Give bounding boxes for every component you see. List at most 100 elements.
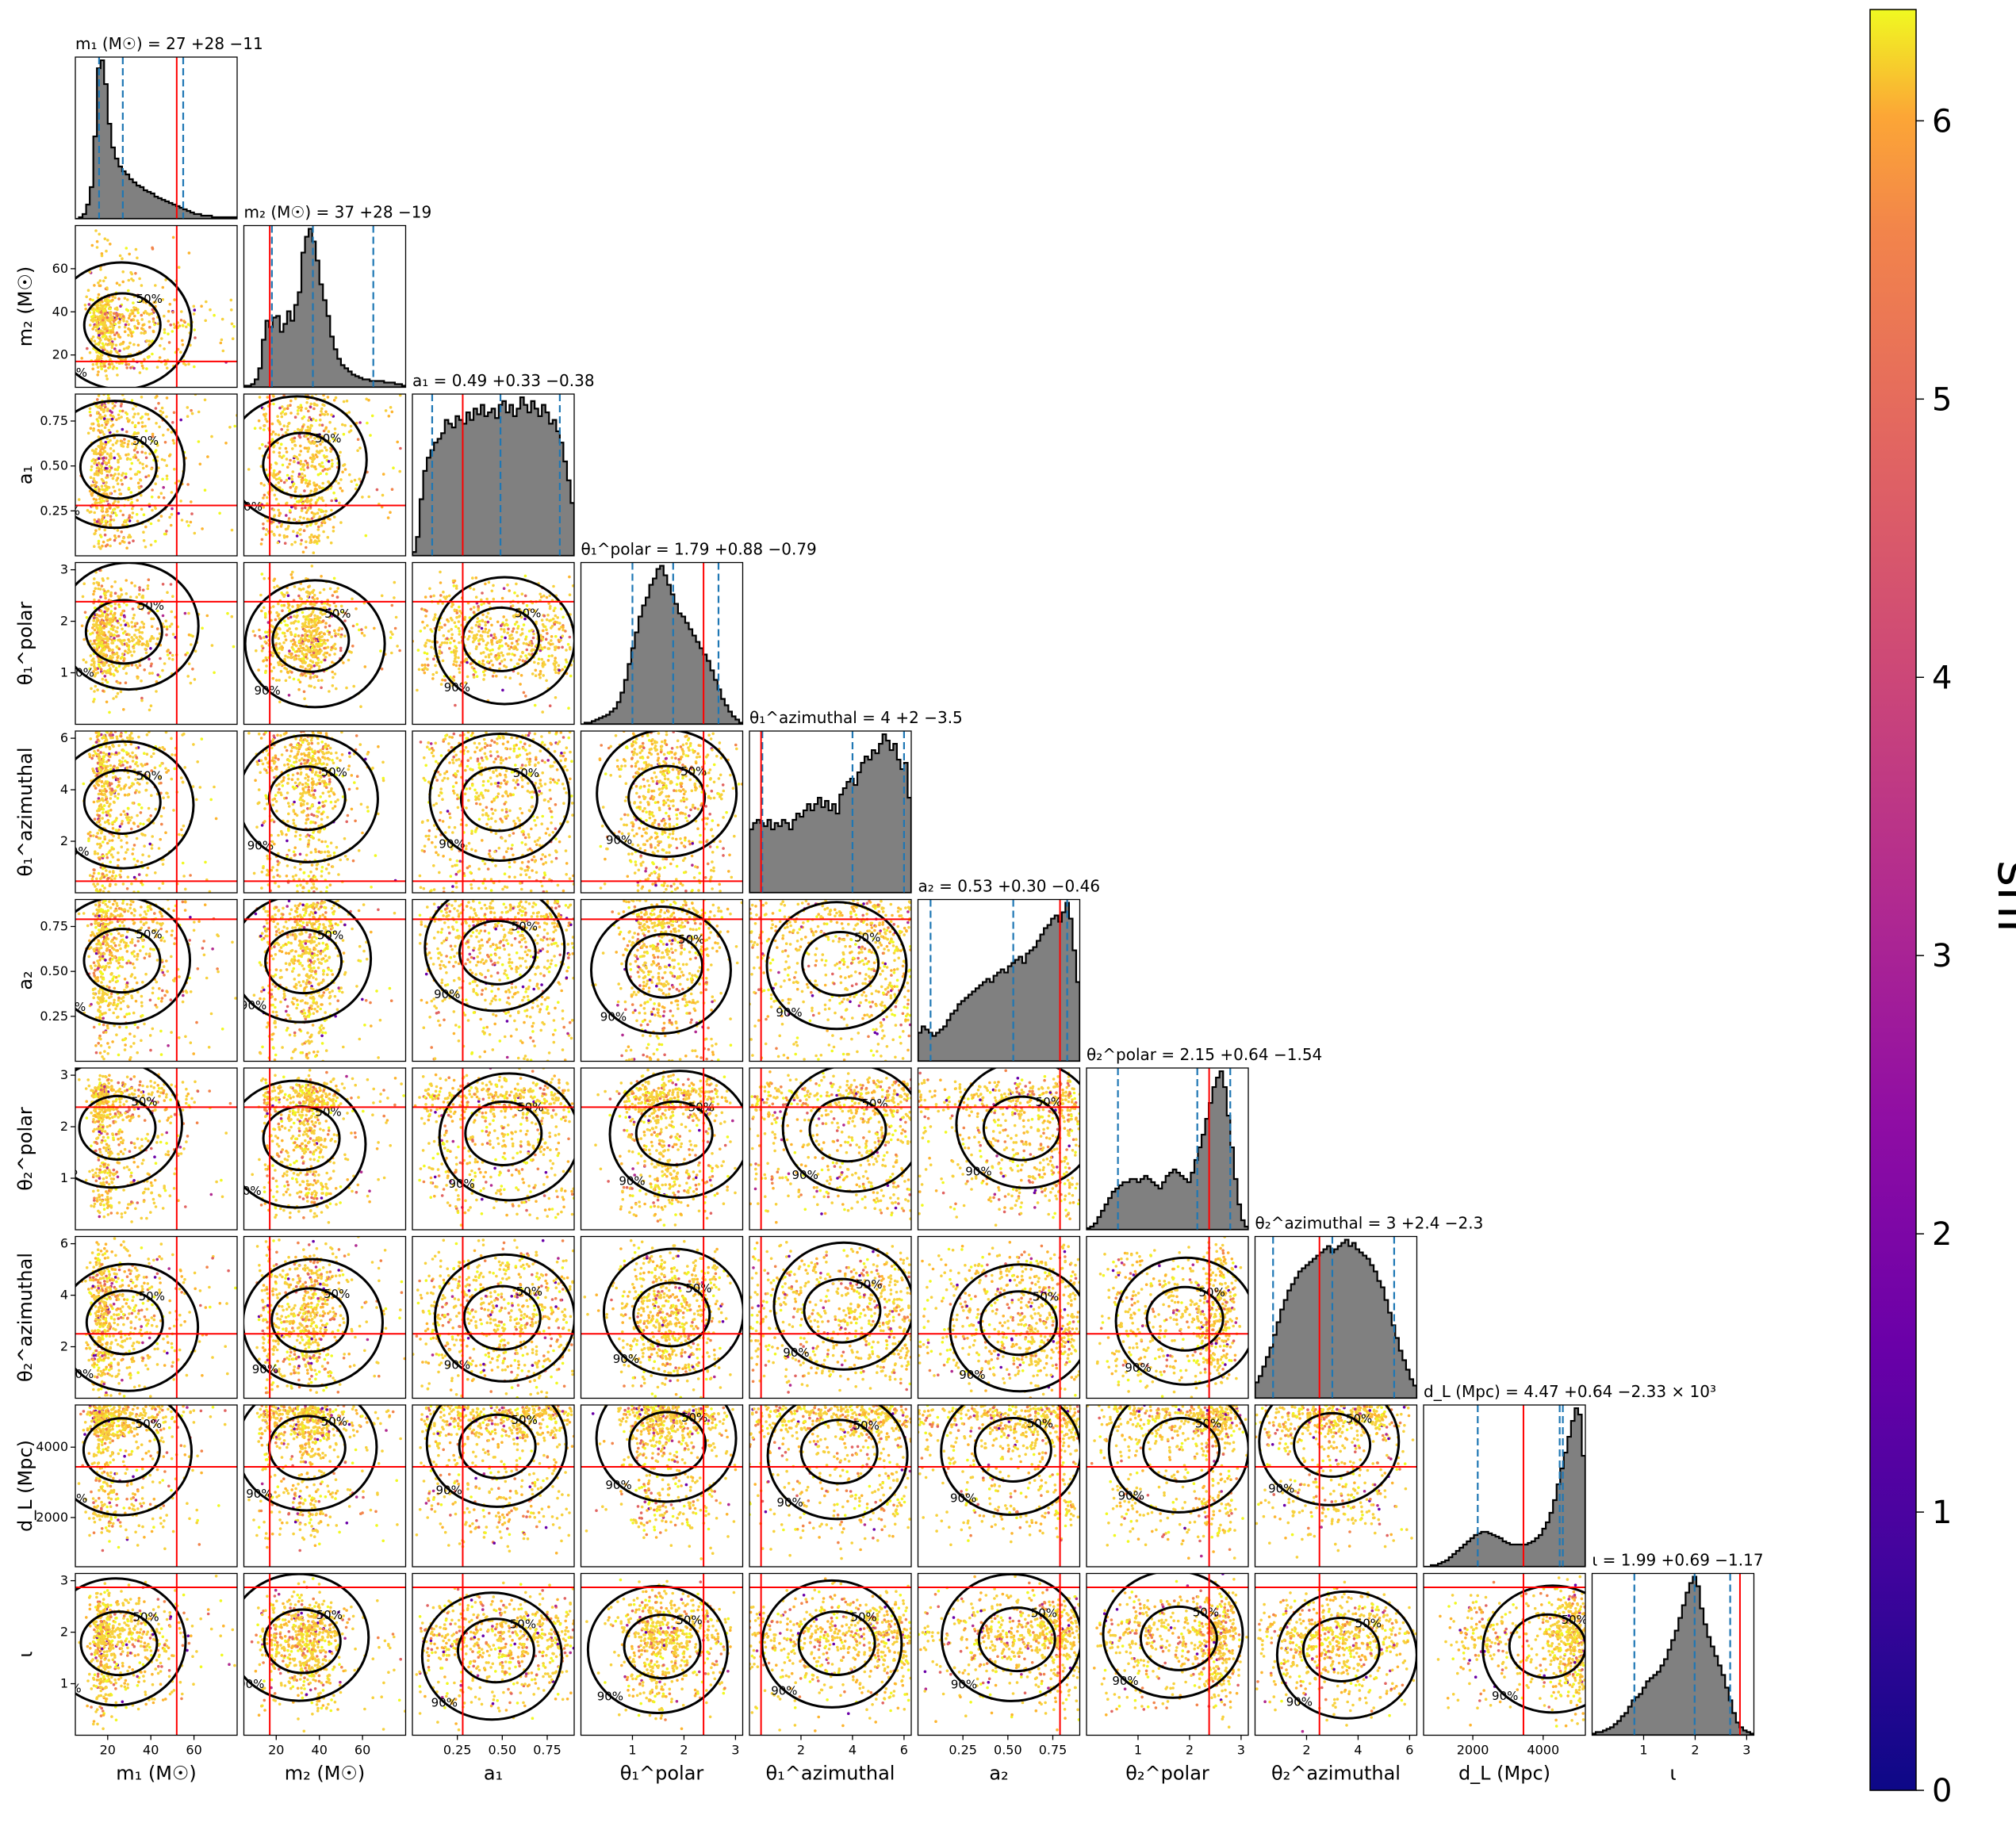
sample-point [257, 668, 260, 672]
sample-point [105, 700, 109, 704]
sample-point [508, 589, 511, 592]
sample-point [110, 638, 113, 641]
sample-point [299, 404, 303, 407]
sample-point [309, 538, 312, 542]
sample-point [102, 456, 105, 460]
panel-content: 50%90% [75, 731, 237, 893]
sample-point [179, 350, 182, 354]
sample-point [220, 317, 224, 321]
sample-point [128, 341, 132, 345]
sample-point [537, 657, 541, 660]
sample-point [277, 508, 281, 512]
sample-point [165, 477, 169, 480]
sample-point [99, 311, 103, 314]
sample-point [170, 777, 174, 781]
sample-point [273, 493, 277, 497]
sample-point [132, 539, 135, 542]
sample-point [263, 613, 267, 617]
sample-point [156, 673, 159, 676]
sample-point [103, 533, 107, 537]
sample-point [140, 445, 144, 448]
sample-point [105, 680, 109, 684]
sample-point [489, 617, 493, 620]
sample-point [132, 616, 135, 620]
sample-point [106, 394, 110, 397]
sample-point [98, 341, 102, 344]
sample-point [541, 710, 544, 714]
sample-point [302, 468, 306, 472]
sample-point [112, 449, 116, 453]
sample-point [95, 767, 98, 771]
sample-point [522, 623, 526, 626]
sample-point [117, 458, 120, 462]
sample-point [538, 592, 542, 596]
sample-point [320, 508, 324, 512]
sample-point [327, 460, 331, 463]
sample-point [115, 630, 119, 634]
sample-point [489, 653, 493, 656]
sample-point [105, 377, 109, 381]
sample-point [117, 453, 120, 456]
sample-point [105, 764, 109, 768]
sample-point [159, 764, 162, 768]
sample-point [167, 332, 170, 336]
sample-point [164, 767, 167, 771]
sample-point [101, 313, 104, 317]
sample-point [326, 396, 330, 399]
sample-point [564, 658, 568, 661]
sample-point [134, 863, 137, 867]
sample-point [132, 279, 135, 282]
sample-point [101, 331, 104, 335]
contour-label-50: 50% [515, 606, 541, 620]
sample-point [86, 832, 90, 836]
sample-point [100, 423, 104, 427]
sample-point [127, 648, 131, 651]
sample-point [367, 398, 370, 402]
sample-point [103, 414, 107, 418]
sample-point [102, 637, 106, 641]
sample-point [115, 766, 118, 770]
sample-point [446, 637, 449, 641]
sample-point [117, 461, 120, 464]
histogram-m1 [75, 59, 237, 219]
sample-point [311, 660, 315, 664]
sample-point [105, 615, 109, 618]
sample-point [109, 544, 112, 548]
sample-point [97, 370, 100, 373]
panel-frame [243, 393, 407, 557]
sample-point [167, 341, 171, 344]
sample-point [320, 613, 324, 616]
sample-point [320, 679, 324, 682]
sample-point [122, 536, 125, 540]
sample-point [137, 592, 141, 596]
sample-point [550, 625, 554, 628]
sample-point [271, 866, 274, 869]
sample-point [132, 875, 136, 879]
sample-point [306, 463, 309, 467]
sample-point [101, 817, 104, 820]
sample-point [127, 278, 131, 282]
sample-point [98, 334, 101, 337]
sample-point [113, 534, 117, 538]
sample-point [111, 649, 114, 652]
sample-point [98, 445, 102, 448]
sample-point [99, 535, 103, 538]
sample-point [82, 637, 86, 641]
sample-point [285, 668, 289, 671]
sample-point [140, 331, 143, 335]
sample-point [194, 649, 197, 653]
sample-point [91, 768, 94, 771]
sample-point [91, 875, 94, 879]
sample-point [95, 821, 99, 824]
sample-point [92, 882, 95, 886]
sample-point [127, 323, 130, 327]
sample-point [304, 481, 308, 484]
sample-point [301, 473, 304, 476]
sample-point [109, 518, 113, 522]
sample-point [361, 831, 364, 835]
sample-point [300, 646, 303, 650]
sample-point [129, 477, 132, 480]
sample-point [144, 451, 148, 455]
sample-point [94, 484, 97, 487]
sample-point [114, 343, 118, 347]
